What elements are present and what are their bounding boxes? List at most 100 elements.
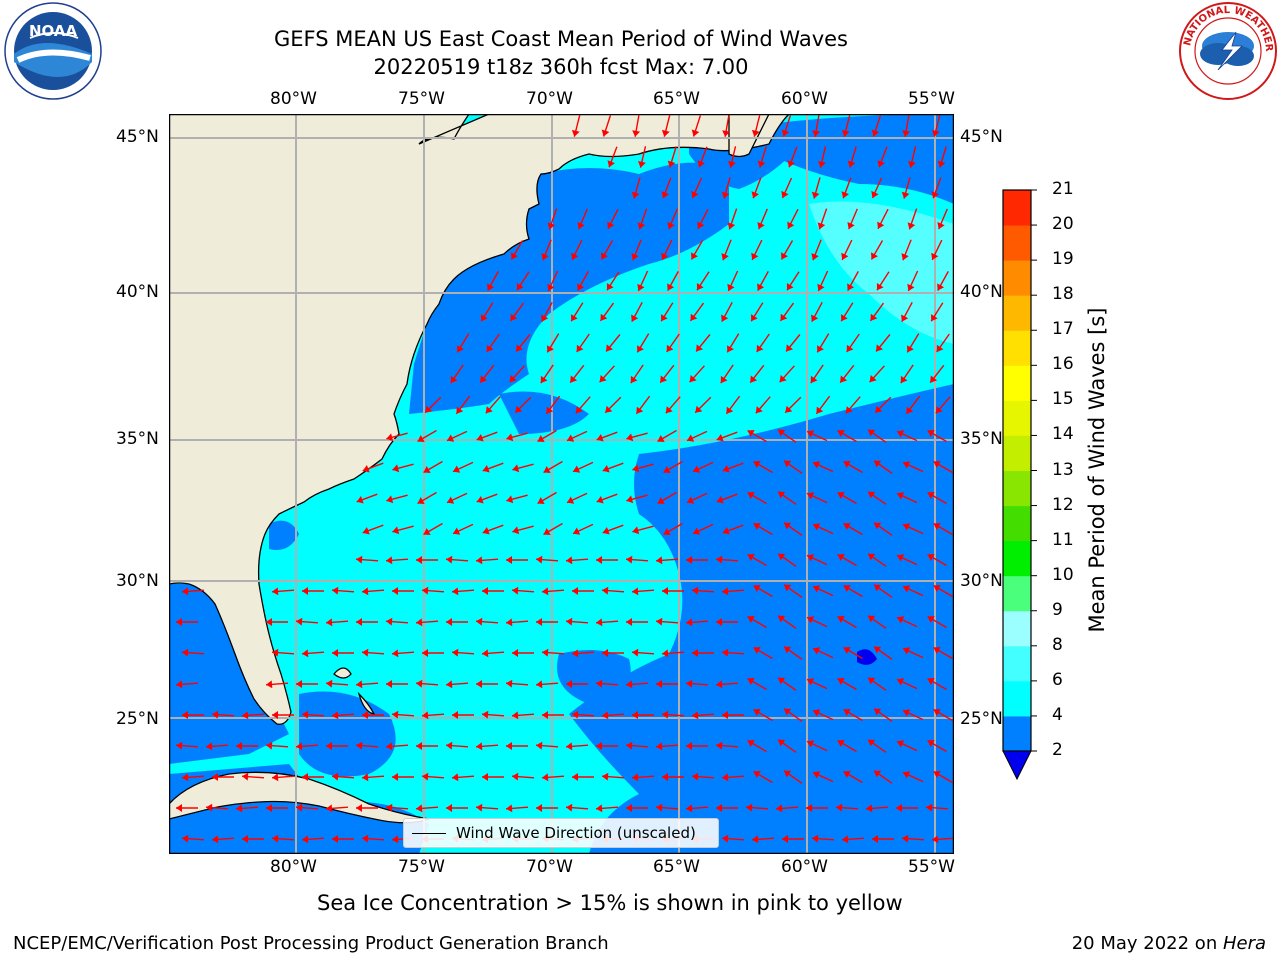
wave-arrow-head	[476, 617, 483, 626]
wave-arrow-head	[817, 222, 826, 230]
wave-arrow-head	[876, 283, 884, 291]
wave-arrow-head	[482, 465, 490, 473]
wave-arrow-head	[182, 834, 189, 843]
wave-arrow-head	[637, 222, 646, 230]
wave-arrow-head	[811, 253, 819, 261]
lon-label-top-65w: 65°W	[653, 89, 700, 109]
lat-label-right-40n: 40°N	[960, 282, 1003, 302]
wave-arrow-head	[727, 222, 736, 230]
wave-arrow-head	[332, 772, 339, 781]
wave-arrow-head	[721, 314, 729, 322]
colorbar-segment	[1003, 645, 1031, 682]
wave-arrow-head	[566, 680, 572, 688]
wave-arrow-head	[546, 406, 554, 414]
wave-arrow-head	[874, 522, 882, 530]
wave-arrow-head	[784, 646, 792, 654]
wave-arrow-head	[751, 252, 759, 260]
wave-arrow-head	[818, 161, 826, 168]
wave-arrow-head	[541, 314, 549, 322]
wave-arrow-head	[630, 375, 638, 384]
lat-label-right-30n: 30°N	[960, 571, 1003, 591]
wave-arrow-head	[632, 130, 641, 137]
wave-arrow-head	[446, 741, 453, 750]
noaa-logo-text: NOAA	[29, 22, 78, 40]
wave-arrow-head	[784, 708, 792, 716]
wave-arrow-head	[667, 283, 675, 291]
wave-arrow-head	[422, 586, 429, 595]
wave-arrow-head	[689, 375, 697, 383]
wave-arrow-head	[753, 647, 761, 654]
colorbar-tick-label: 11	[1052, 529, 1074, 550]
wave-arrow-head	[606, 344, 613, 352]
wave-arrow-head	[931, 252, 939, 260]
wave-arrow-head	[476, 434, 484, 442]
wave-arrow-head	[906, 406, 914, 414]
wave-arrow-head	[868, 615, 876, 623]
wave-arrow-head	[722, 711, 728, 719]
wave-arrow-head	[392, 773, 398, 781]
wave-arrow-head	[686, 742, 692, 750]
wave-arrow-head	[573, 527, 581, 535]
wave-arrow-head	[665, 406, 673, 414]
wave-arrow-head	[692, 649, 698, 657]
colorbar-tick-label: 4	[1052, 704, 1063, 725]
wave-arrow-head	[686, 618, 693, 627]
colorbar-segment	[1003, 435, 1031, 471]
wave-arrow-head	[386, 803, 393, 812]
wave-arrow-head	[512, 526, 520, 535]
wave-arrow-head	[747, 616, 755, 623]
wave-arrow-head	[537, 435, 545, 442]
wave-arrow-head	[756, 344, 764, 352]
wave-arrow-head	[747, 678, 755, 685]
wave-arrow-head	[869, 375, 877, 383]
wave-arrow-head	[750, 375, 758, 383]
wave-arrow-head	[843, 771, 851, 778]
wave-arrow-head	[807, 430, 815, 438]
wave-arrow-head	[362, 834, 369, 843]
wave-arrow-head	[870, 313, 878, 321]
wave-arrow-head	[326, 618, 333, 627]
wave-arrow-head	[691, 190, 699, 198]
wave-arrow-head	[933, 709, 941, 716]
wave-arrow-head	[716, 496, 724, 504]
wave-arrow-head	[868, 553, 876, 561]
wave-arrow-head	[356, 680, 363, 689]
wave-arrow-head	[596, 434, 604, 442]
wave-arrow-head	[296, 617, 303, 626]
wave-arrow-head	[326, 742, 332, 750]
wave-arrow-head	[182, 587, 189, 596]
wave-arrow-head	[326, 679, 333, 688]
wave-arrow-head	[572, 710, 579, 719]
wave-arrow-head	[626, 618, 632, 626]
wave-arrow-head	[447, 434, 455, 442]
colorbar-under-extension	[1002, 750, 1032, 781]
wave-arrow-head	[874, 646, 882, 654]
wave-arrow-head	[547, 222, 556, 230]
wave-arrow-head	[182, 648, 189, 657]
wave-arrow-head	[753, 771, 761, 778]
wave-arrow-head	[757, 222, 765, 230]
colorbar-tick-label: 20	[1052, 214, 1074, 235]
wave-arrow-head	[927, 492, 935, 499]
wave-arrow-head	[721, 253, 729, 261]
wave-arrow-head	[446, 618, 452, 626]
wave-arrow-head	[806, 804, 812, 812]
wave-arrow-head	[666, 344, 674, 352]
wave-arrow-head	[236, 804, 243, 813]
wave-arrow-head	[537, 497, 545, 504]
wave-arrow-head	[667, 222, 675, 230]
wave-arrow-head	[326, 804, 333, 813]
wave-arrow-head	[392, 526, 400, 535]
lon-label-bottom-80w: 80°W	[270, 857, 317, 877]
wave-arrow-head	[516, 283, 524, 291]
wave-arrow-head	[631, 253, 639, 261]
colorbar-segment	[1003, 470, 1031, 507]
wave-arrow-head	[423, 466, 431, 473]
map-title: GEFS MEAN US East Coast Mean Period of W…	[274, 27, 848, 51]
wave-arrow-head	[686, 679, 693, 688]
wave-arrow-head	[837, 492, 845, 499]
wave-arrow-head	[626, 680, 633, 689]
wave-arrow-head	[817, 345, 824, 353]
wave-arrow-head	[386, 495, 394, 504]
wave-arrow-head	[841, 191, 849, 199]
